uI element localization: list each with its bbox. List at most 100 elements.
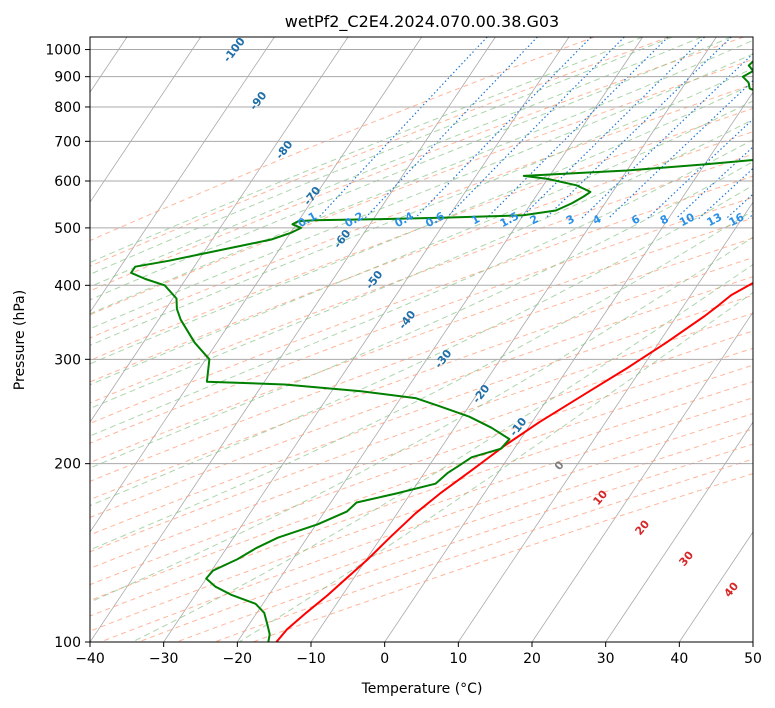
x-tick-label: 40 [670, 651, 688, 667]
y-tick-label: 600 [54, 174, 81, 190]
mixing-ratio-line [519, 37, 706, 219]
mixing-ratio-label: 1.5 [498, 209, 521, 230]
mixing-ratio-label: 10 [677, 210, 697, 229]
moist-adiabat-label: 40 [721, 579, 741, 599]
plot-frame [89, 36, 754, 643]
y-axis-ticks: 100 200 300 400 500 600 700 800 900 1000 [45, 43, 90, 651]
dry-adiabat-line [90, 294, 753, 536]
x-tick-label: 30 [597, 651, 615, 667]
y-tick-label: 200 [54, 457, 81, 473]
x-tick-label: −40 [75, 651, 105, 667]
mixing-ratio-label: 8 [658, 212, 671, 227]
y-tick-label: 1000 [45, 43, 81, 59]
x-axis-ticks: −40 −30 −20 −10 0 10 20 30 40 50 [75, 642, 762, 667]
mixing-ratio-label: 1 [469, 212, 482, 227]
pressure-gridlines [90, 49, 753, 642]
moist-adiabat-line [90, 39, 753, 315]
y-tick-label: 700 [54, 134, 81, 150]
background-lines [90, 37, 753, 642]
isotherm-line [310, 37, 717, 642]
dry-adiabat-line [90, 312, 753, 553]
moist-adiabat-line [90, 236, 753, 603]
moist-adiabat-line [90, 100, 753, 386]
dry-adiabat-line [90, 397, 753, 632]
temperature-line [275, 281, 753, 642]
mixing-ratio-line [607, 79, 753, 219]
mixing-ratio-line [445, 37, 625, 219]
moist-adiabat-line [90, 37, 643, 264]
isotherm-line [90, 37, 275, 313]
moist-adiabat-line [90, 210, 753, 551]
dry-adiabat-line [90, 37, 595, 242]
dry-adiabat-line [90, 58, 753, 316]
isotherm-line [384, 91, 753, 642]
mixing-ratio-line [748, 213, 753, 219]
isotherm-line [605, 421, 753, 642]
isotherm-line [163, 37, 570, 642]
moist-adiabat-line [131, 263, 753, 642]
dry-adiabat-label: -10 [507, 415, 530, 439]
x-tick-label: 10 [449, 651, 467, 667]
mixing-ratio-line [581, 52, 753, 219]
moist-adiabat-line [90, 37, 673, 275]
mixing-ratio-label: 16 [727, 210, 747, 229]
mixing-ratio-label: 3 [564, 212, 577, 227]
mixing-ratio-label: 13 [705, 210, 725, 229]
dry-adiabat-line [90, 347, 753, 586]
x-tick-label: −10 [296, 651, 326, 667]
profile-series [130, 60, 753, 642]
isotherm-line [678, 531, 753, 642]
dry-adiabat-line [214, 458, 753, 642]
dry-adiabat-line [90, 107, 753, 361]
isotherm-line [531, 311, 753, 642]
isotherm-line [90, 37, 423, 533]
isotherm-line [90, 37, 349, 423]
moist-adiabat-line [90, 83, 753, 365]
dry-adiabat-line [138, 428, 753, 642]
moist-adiabat-line [90, 37, 732, 301]
y-tick-label: 800 [54, 100, 81, 116]
moist-adiabat-label: 20 [632, 517, 652, 537]
mixing-ratio-line [544, 37, 732, 219]
mixing-ratio-line [486, 37, 669, 219]
mixing-ratio-label: 0.2 [343, 209, 366, 230]
mixing-ratio-line [675, 146, 753, 219]
dewpoint-line [130, 60, 753, 642]
mixing-ratio-label: 0.1 [296, 209, 319, 230]
moist-adiabat-line [90, 161, 753, 469]
dry-adiabat-line [90, 237, 753, 482]
dry-adiabat-line [90, 37, 670, 267]
dry-adiabat-line [90, 364, 753, 602]
chart-title: wetPf2_C2E4.2024.070.00.38.G03 [285, 12, 559, 32]
isotherm-line [236, 37, 644, 642]
x-axis-label: Temperature (°C) [361, 681, 483, 697]
y-tick-label: 400 [54, 278, 81, 294]
isotherm-line [457, 201, 753, 642]
x-tick-label: −30 [149, 651, 179, 667]
y-tick-label: 100 [54, 635, 81, 651]
mixing-ratio-line [698, 167, 753, 219]
moist-adiabat-line [90, 67, 753, 346]
isotherm-line [752, 641, 753, 642]
dry-adiabat-label: -40 [396, 308, 419, 332]
mixing-ratio-label: 4 [591, 212, 604, 227]
y-axis-label: Pressure (hPa) [12, 290, 28, 390]
y-tick-label: 300 [54, 352, 81, 368]
x-tick-label: −20 [223, 651, 253, 667]
mixing-ratio-label: 0.6 [423, 209, 447, 230]
y-tick-label: 500 [54, 221, 81, 237]
moist-adiabat-line [90, 53, 753, 330]
moist-adiabat-label: 30 [676, 548, 696, 568]
mixing-ratio-line [317, 37, 488, 219]
mixing-ratio-line [364, 37, 538, 219]
isotherm-line [90, 37, 202, 203]
dry-adiabat-label: -30 [432, 347, 455, 371]
moist-adiabat-label: 0 [552, 458, 567, 472]
x-tick-label: 0 [380, 651, 389, 667]
dry-adiabat-line [90, 381, 753, 617]
dry-adiabat-line [90, 217, 753, 464]
x-tick-label: 50 [744, 651, 762, 667]
dry-adiabat-label: -60 [331, 227, 354, 251]
moist-adiabat-line [90, 118, 753, 410]
